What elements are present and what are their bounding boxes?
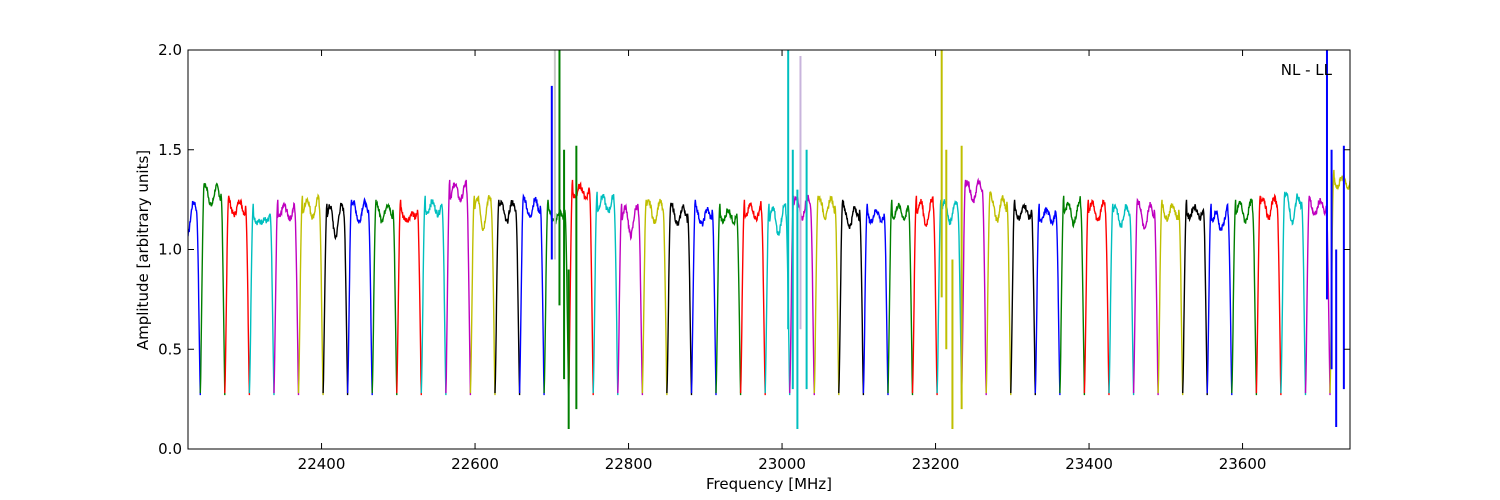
- channel-trace-11: [445, 179, 472, 396]
- channel-trace-28: [862, 203, 889, 396]
- y-tick-label: 0.0: [158, 440, 182, 458]
- rfi-spikes: [550, 50, 1345, 430]
- channel-trace-5: [297, 193, 324, 396]
- channel-trace-19: [641, 198, 668, 396]
- x-axis-label: Frequency [MHz]: [706, 475, 832, 493]
- channel-trace-45: [1280, 191, 1307, 396]
- channel-trace-35: [1034, 203, 1061, 396]
- y-tick-label: 0.5: [158, 340, 182, 358]
- channel-trace-43: [1231, 198, 1258, 396]
- channel-trace-34: [1010, 199, 1036, 396]
- channel-trace-21: [690, 199, 717, 396]
- channel-trace-41: [1182, 199, 1208, 396]
- x-tick-label: 22400: [298, 455, 346, 473]
- y-tick-label: 2.0: [158, 41, 182, 59]
- channel-trace-25: [789, 194, 815, 396]
- channel-trace-4: [273, 199, 300, 396]
- channel-trace-18: [617, 203, 644, 396]
- channel-trace-6: [322, 202, 349, 396]
- channel-trace-0: [188, 200, 201, 396]
- channel-trace-44: [1255, 193, 1282, 396]
- channel-trace-39: [1132, 197, 1159, 396]
- channel-trace-1: [199, 182, 226, 396]
- y-axis-label: Amplitude [arbitrary units]: [134, 150, 152, 350]
- channel-trace-36: [1059, 195, 1086, 396]
- channel-trace-20: [666, 202, 693, 396]
- channel-trace-33: [985, 190, 1012, 396]
- channel-trace-27: [838, 199, 865, 396]
- y-tick-label: 1.0: [158, 241, 182, 259]
- x-tick-label: 23600: [1219, 455, 1267, 473]
- channel-trace-3: [248, 203, 275, 396]
- spectrum-traces: [188, 169, 1350, 396]
- channel-trace-17: [592, 191, 619, 396]
- channel-trace-38: [1108, 203, 1135, 396]
- channel-trace-10: [420, 195, 447, 396]
- x-tick-label: 23400: [1065, 455, 1113, 473]
- channel-trace-26: [813, 195, 840, 396]
- channel-trace-37: [1083, 198, 1110, 396]
- x-tick-label: 22600: [451, 455, 499, 473]
- channel-trace-32: [960, 177, 987, 396]
- y-axis-ticks: 0.0 0.5 1.0 1.5 2.0: [158, 41, 1350, 458]
- plot-frame: [187, 49, 1351, 450]
- channel-trace-30: [911, 195, 938, 396]
- x-tick-label: 23000: [758, 455, 806, 473]
- channel-trace-8: [371, 199, 398, 396]
- x-axis-ticks: 22400 22600 22800 23000 23200 23400 23600: [298, 50, 1267, 473]
- y-tick-label: 1.5: [158, 141, 182, 159]
- channel-trace-22: [715, 203, 742, 396]
- channel-trace-2: [224, 195, 251, 396]
- plot-annotation: NL - LL: [1281, 61, 1333, 79]
- channel-trace-13: [494, 199, 521, 396]
- channel-trace-12: [469, 195, 496, 396]
- channel-trace-47: [1329, 169, 1350, 394]
- channel-trace-16: [568, 179, 594, 396]
- channel-trace-29: [887, 199, 914, 396]
- channel-trace-23: [739, 199, 766, 396]
- channel-trace-42: [1206, 202, 1233, 396]
- x-tick-label: 23200: [912, 455, 960, 473]
- x-tick-label: 22800: [605, 455, 653, 473]
- channel-trace-24: [764, 203, 791, 396]
- channel-trace-14: [518, 193, 545, 396]
- channel-trace-9: [396, 199, 422, 396]
- channel-trace-7: [346, 197, 373, 396]
- channel-trace-46: [1304, 195, 1331, 396]
- channel-trace-40: [1157, 199, 1184, 396]
